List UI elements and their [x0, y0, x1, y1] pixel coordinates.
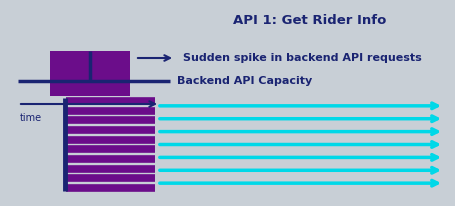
Text: Backend API Capacity: Backend API Capacity	[177, 76, 312, 86]
Bar	[50, 51, 130, 96]
Text: API 1: Get Rider Info: API 1: Get Rider Info	[233, 14, 386, 27]
Text: time: time	[20, 113, 42, 123]
Text: Sudden spike in backend API requests: Sudden spike in backend API requests	[182, 53, 421, 63]
